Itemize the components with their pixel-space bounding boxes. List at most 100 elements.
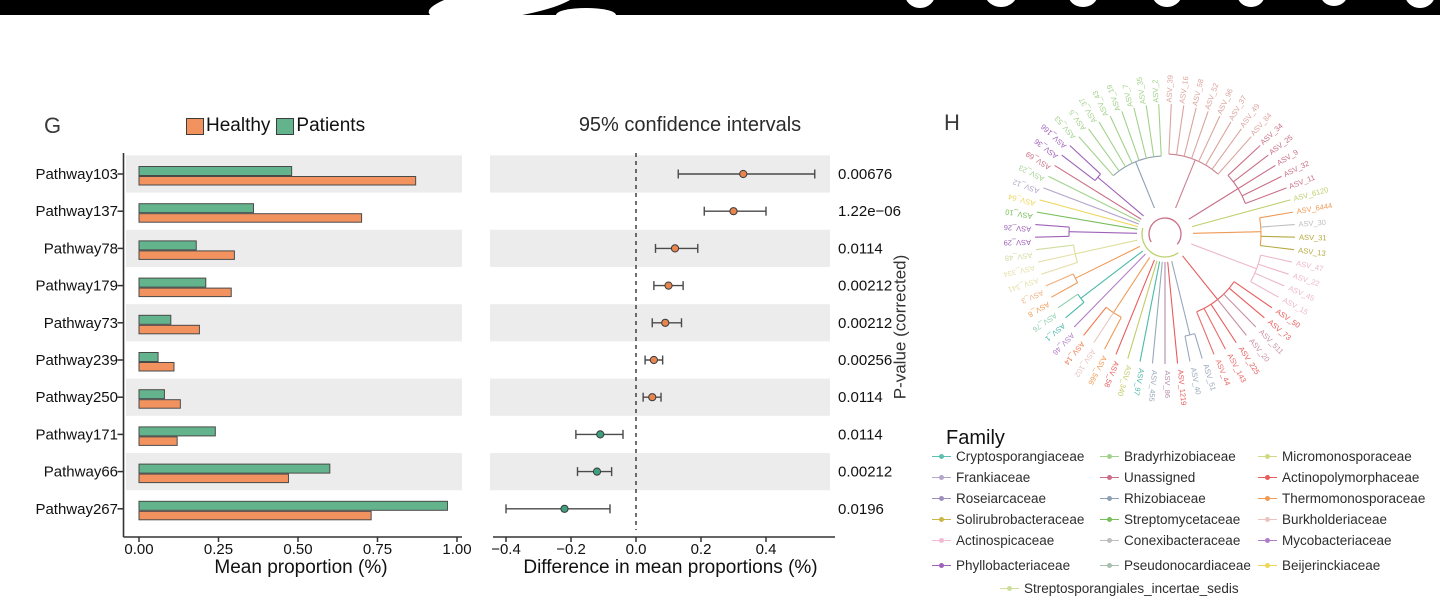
bar-patients [138, 500, 448, 511]
family-legend-item: Unassigned [1100, 470, 1195, 485]
pathway-label: Pathway73 [44, 315, 118, 332]
tree-branch [1039, 199, 1139, 228]
tree-branch [1254, 272, 1285, 287]
family-legend-label: Mycobacteriaceae [1282, 533, 1392, 548]
tree-stem [1113, 257, 1151, 313]
asv-label: ASV_47 [1295, 259, 1324, 274]
pathway-label: Pathway239 [35, 352, 118, 369]
pathway-label: Pathway171 [35, 426, 118, 443]
ci-dot [661, 318, 670, 327]
tree-branch [1223, 293, 1257, 328]
asv-label: ASV_29 [1003, 238, 1031, 248]
tree-stem [1135, 161, 1155, 209]
tree-branch [1151, 261, 1163, 364]
asv-label: ASV_10 [1005, 207, 1034, 221]
bar-patients [138, 426, 216, 437]
x-tick-label: −0.4 [491, 541, 521, 558]
pathway-label: Pathway179 [35, 278, 118, 295]
ci-dot [592, 467, 602, 476]
p-value-text: 0.00212 [838, 464, 892, 481]
family-marker [932, 537, 951, 545]
ci-dot [649, 355, 658, 365]
banner-blob [1405, 0, 1435, 8]
asv-label: ASV_334 [1003, 263, 1036, 279]
row-stripe [126, 304, 462, 342]
row-stripe [126, 378, 462, 416]
tree-branch [1158, 104, 1162, 157]
family-legend-label: Beijerinckiaceae [1282, 558, 1381, 573]
group-legend: Healthy Patients [186, 115, 365, 137]
family-marker [1100, 474, 1119, 482]
p-value-text: 0.00256 [838, 352, 892, 369]
family-marker [1100, 516, 1119, 524]
tree-branch [1217, 136, 1252, 175]
pathway-label: Pathway66 [44, 464, 118, 481]
p-value-text: 0.00676 [838, 166, 892, 183]
family-marker [1258, 562, 1277, 570]
family-marker [1100, 537, 1119, 545]
family-legend-label: Rhizobiaceae [1124, 491, 1206, 506]
asv-label: ASV_35 [1135, 76, 1148, 105]
tree-arc [1072, 273, 1079, 283]
mean-proportion-axis-title: Mean proportion (%) [214, 557, 388, 578]
tree-stem [1175, 159, 1196, 209]
healthy-swatch [186, 117, 204, 135]
tree-branch [1065, 301, 1085, 319]
banner-blob [1320, 0, 1348, 6]
ci-dot [560, 504, 569, 513]
p-value-text: 0.0196 [838, 501, 884, 518]
tree-branch [1217, 299, 1247, 336]
p-value-text: 0.00212 [838, 315, 892, 332]
bar-healthy [138, 510, 372, 521]
top-banner [0, 0, 1440, 15]
tree-branch [1250, 281, 1279, 298]
family-legend-label: Phyllobacteriaceae [956, 558, 1071, 573]
family-legend-item: Phyllobacteriaceae [932, 558, 1070, 573]
tree-branch [1232, 154, 1269, 183]
tree-stem [1188, 188, 1239, 220]
tree-branch [1259, 211, 1294, 219]
bar-patients [138, 314, 172, 325]
tree-branch [1045, 273, 1074, 287]
tree-branch [1035, 235, 1070, 238]
bar-healthy [138, 362, 175, 372]
family-legend-item: Conexibacteraceae [1100, 533, 1240, 548]
family-legend-title: Family [946, 427, 1005, 449]
family-legend-item: Burkholderiaceae [1258, 512, 1387, 527]
tree-branch [1139, 261, 1161, 362]
tree-branch [1078, 136, 1114, 176]
row-stripe [490, 453, 830, 491]
asv-label: ASV_58 [1190, 78, 1205, 107]
x-tick-label: −0.2 [556, 541, 586, 558]
ci-dot [670, 244, 680, 253]
asv-label: ASV_1219 [1176, 369, 1188, 406]
tree-branch [1057, 293, 1079, 309]
asv-label: ASV_30 [1298, 218, 1326, 229]
asv-label: ASV_26 [1003, 223, 1031, 234]
p-value-text: 0.0114 [838, 389, 883, 406]
family-marker [1258, 495, 1277, 503]
family-legend-label: Streptosporangiales_incertae_sedis [1024, 581, 1239, 596]
tree-branch [1048, 175, 1141, 223]
tree-branch [1109, 115, 1133, 164]
banner-blob [1237, 0, 1265, 7]
tree-arc [1196, 281, 1235, 313]
family-legend-item: Mycobacteriaceae [1258, 533, 1392, 548]
ci-panel-title: 95% confidence intervals [578, 114, 802, 136]
asv-label: ASV_86 [1163, 371, 1172, 399]
ci-dot [648, 393, 657, 402]
family-legend-label: Conexibacteraceae [1124, 533, 1241, 548]
pathway-label: Pathway250 [35, 389, 118, 406]
family-legend-label: Micromonosporaceae [1282, 449, 1412, 464]
tree-branch [1194, 333, 1203, 359]
tree-arc [1105, 306, 1122, 318]
x-tick-label: 0.00 [124, 541, 153, 558]
banner-blob [556, 8, 616, 15]
tree-stem [1069, 231, 1138, 234]
asv-label: ASV_39 [1164, 75, 1174, 103]
tree-branch [1198, 115, 1221, 162]
ci-dot [729, 207, 738, 216]
ci-dot [596, 430, 605, 439]
x-tick-label: 0.2 [691, 541, 712, 558]
tree-branch [1183, 107, 1197, 157]
